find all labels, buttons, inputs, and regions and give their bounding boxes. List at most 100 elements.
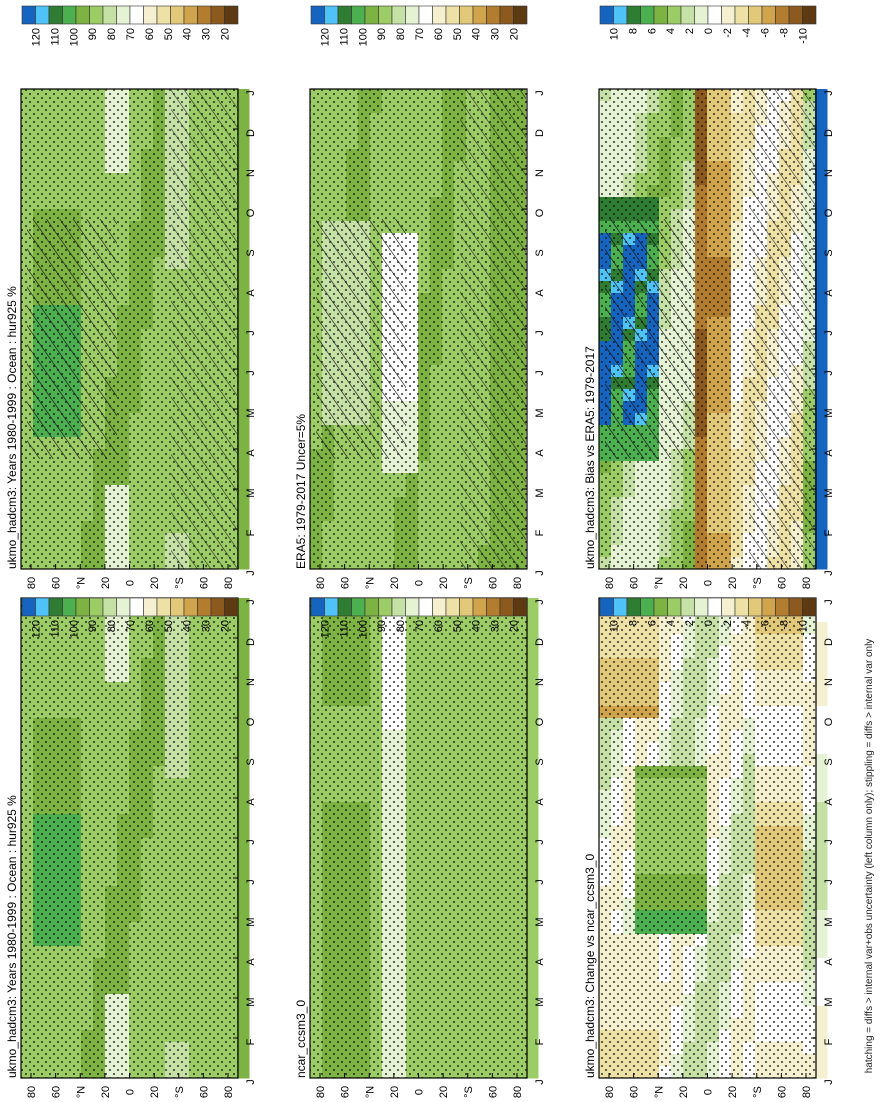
colorbar-swatch bbox=[667, 5, 682, 25]
heatmap-cell bbox=[237, 269, 250, 282]
colorbar-label: 20 bbox=[220, 28, 232, 40]
x-tick-label: J bbox=[823, 90, 835, 96]
y-tick-label: 80 bbox=[512, 577, 524, 589]
heatmap-cell bbox=[526, 658, 539, 671]
colorbar-swatch bbox=[626, 5, 641, 25]
y-tick-label: 60 bbox=[51, 577, 63, 589]
y-tick-label: 20 bbox=[678, 1086, 690, 1098]
colorbar-swatch bbox=[721, 5, 736, 25]
heatmap-cell bbox=[526, 293, 539, 306]
heatmap-cell bbox=[815, 377, 828, 390]
y-tick-label: 20 bbox=[149, 1086, 161, 1098]
panel-title: ukmo_hadcm3: Years 1980-1999 : Ocean : h… bbox=[5, 286, 19, 569]
colorbar-swatch bbox=[613, 5, 628, 25]
x-tick-label: J bbox=[823, 839, 835, 845]
x-tick-label: J bbox=[245, 370, 257, 376]
heatmap-cell bbox=[237, 377, 250, 390]
colorbar-swatch bbox=[364, 5, 379, 25]
colorbar-swatch bbox=[129, 5, 144, 25]
x-tick-label: A bbox=[534, 289, 546, 297]
heatmap-cell bbox=[526, 113, 539, 126]
y-tick-label: 60 bbox=[487, 577, 499, 589]
colorbar-label: 40 bbox=[471, 620, 483, 632]
y-tick-label: 20 bbox=[678, 577, 690, 589]
x-tick-label: J bbox=[823, 330, 835, 336]
heatmap-cell bbox=[815, 317, 828, 330]
colorbar-label: 40 bbox=[471, 28, 483, 40]
heatmap-cell bbox=[526, 598, 539, 611]
heatmap-cell bbox=[815, 353, 828, 366]
x-tick-label: M bbox=[534, 917, 546, 926]
x-tick-label: D bbox=[245, 129, 257, 137]
colorbar-label: 0 bbox=[703, 28, 715, 34]
heatmap-cell bbox=[815, 257, 828, 270]
x-tick-label: A bbox=[823, 958, 835, 966]
heatmap-cell bbox=[237, 1030, 250, 1043]
colorbar-swatch bbox=[432, 597, 447, 617]
heatmap-cell bbox=[237, 670, 250, 683]
heatmap-cell bbox=[237, 718, 250, 731]
colorbar-swatch bbox=[75, 5, 90, 25]
heatmap-cell bbox=[526, 778, 539, 791]
colorbar-swatch bbox=[324, 597, 339, 617]
y-tick-label: °N bbox=[75, 1086, 87, 1098]
y-tick-label: °S bbox=[752, 577, 764, 589]
colorbar-swatch bbox=[197, 597, 212, 617]
colorbar-swatch bbox=[310, 5, 325, 25]
heatmap-cell bbox=[526, 377, 539, 390]
heatmap-cell bbox=[815, 886, 828, 899]
y-tick-label: 60 bbox=[198, 577, 210, 589]
heatmap-cell bbox=[815, 137, 828, 150]
heatmap-cell bbox=[237, 533, 250, 546]
y-tick-label: °N bbox=[364, 577, 376, 589]
y-tick-label: 20 bbox=[100, 1086, 112, 1098]
x-tick-label: A bbox=[245, 449, 257, 457]
x-tick-label: O bbox=[534, 717, 546, 726]
heatmap-cell bbox=[526, 706, 539, 719]
heatmap-cell bbox=[237, 994, 250, 1007]
colorbar-swatch bbox=[405, 5, 420, 25]
heatmap-cell bbox=[815, 473, 828, 486]
x-tick-label: N bbox=[823, 678, 835, 686]
heatmap-cell bbox=[237, 281, 250, 294]
colorbar-label: 110 bbox=[49, 28, 61, 46]
x-tick-label: A bbox=[245, 798, 257, 806]
x-tick-label: A bbox=[823, 449, 835, 457]
heatmap-cell bbox=[815, 233, 828, 246]
x-tick-label: M bbox=[245, 997, 257, 1006]
heatmap-cell bbox=[526, 509, 539, 522]
panel-title: ukmo_hadcm3: Bias vs ERA5: 1979-2017 bbox=[583, 346, 597, 569]
heatmap-cell bbox=[526, 197, 539, 210]
colorbar-swatch bbox=[129, 597, 144, 617]
hatching-overlay bbox=[27, 219, 117, 459]
colorbar-swatch bbox=[337, 597, 352, 617]
heatmap-cell bbox=[815, 149, 828, 162]
x-tick-label: J bbox=[823, 570, 835, 576]
colorbar-swatch bbox=[472, 5, 487, 25]
x-tick-label: F bbox=[534, 529, 546, 536]
y-tick-label: 20 bbox=[727, 577, 739, 589]
heatmap-cell bbox=[815, 742, 828, 755]
heatmap-cell bbox=[815, 197, 828, 210]
colorbar-swatch bbox=[21, 5, 36, 25]
heatmap-cell bbox=[237, 245, 250, 258]
heatmap-cell bbox=[815, 862, 828, 875]
colorbar-label: 30 bbox=[201, 620, 213, 632]
heatmap-cell bbox=[237, 209, 250, 222]
y-tick-label: 20 bbox=[100, 577, 112, 589]
colorbar-swatch bbox=[653, 5, 668, 25]
heatmap-cell bbox=[237, 622, 250, 635]
colorbar-swatch bbox=[418, 597, 433, 617]
colorbar-swatch bbox=[210, 597, 225, 617]
y-tick-label: °S bbox=[752, 1086, 764, 1098]
colorbar-label: -8 bbox=[779, 28, 791, 38]
x-tick-label: A bbox=[534, 798, 546, 806]
x-tick-label: S bbox=[823, 758, 835, 765]
heatmap-cell bbox=[526, 898, 539, 911]
panel-title: ukmo_hadcm3: Years 1980-1999 : Ocean : h… bbox=[5, 795, 19, 1078]
x-tick-label: N bbox=[534, 678, 546, 686]
colorbar-swatch bbox=[472, 597, 487, 617]
heatmap-cell bbox=[237, 790, 250, 803]
colorbar-swatch bbox=[35, 597, 50, 617]
